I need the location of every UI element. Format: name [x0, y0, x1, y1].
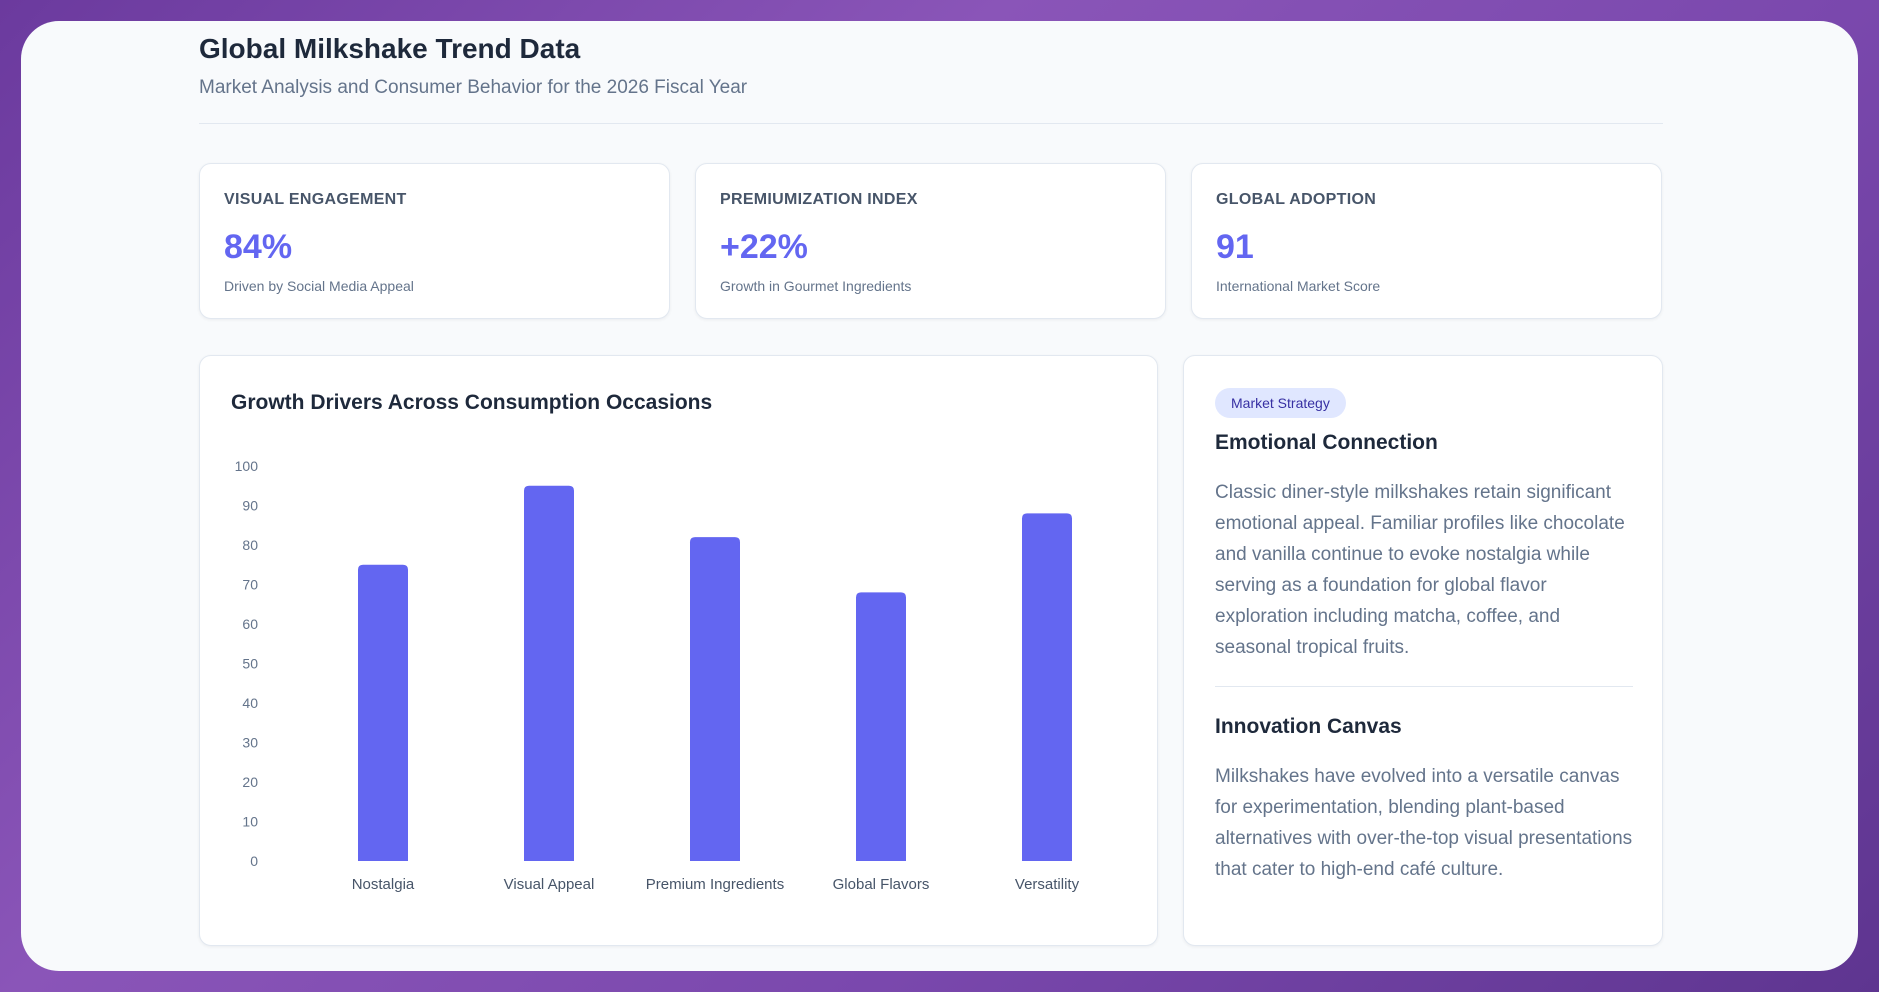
market-strategy-badge: Market Strategy — [1215, 388, 1346, 418]
y-tick-label: 40 — [242, 695, 258, 711]
x-tick-label: Nostalgia — [352, 876, 415, 893]
kpi-value: 91 — [1216, 228, 1254, 266]
section-text: Classic diner-style milkshakes retain si… — [1215, 482, 1625, 658]
x-tick-label: Premium Ingredients — [646, 876, 784, 893]
x-tick-label: Global Flavors — [833, 876, 930, 893]
section-heading: Emotional Connection — [1215, 431, 1438, 454]
y-tick-label: 100 — [235, 458, 259, 474]
bar-global-flavors[interactable] — [856, 592, 906, 861]
kpi-card-visual-engagement: Visual Engagement 84% Driven by Social M… — [199, 163, 670, 319]
header-divider — [199, 123, 1663, 124]
bar-chart: 0 10 20 30 40 50 60 70 80 90 100 Nostalgia Visual Ap… — [235, 458, 1080, 893]
kpi-label: Global Adoption — [1216, 191, 1377, 208]
strategy-panel: Market Strategy Emotional Connection Cla… — [1183, 355, 1663, 946]
bar-nostalgia[interactable] — [358, 564, 408, 861]
kpi-card-global-adoption: Global Adoption 91 International Market … — [1191, 163, 1662, 319]
kpi-label: Premiumization Index — [720, 191, 918, 208]
section-text: Milkshakes have evolved into a versatile… — [1215, 766, 1633, 880]
y-tick-label: 60 — [242, 616, 258, 632]
kpi-value: +22% — [720, 228, 808, 266]
y-tick-label: 0 — [250, 853, 258, 869]
page-subtitle: Market Analysis and Consumer Behavior fo… — [199, 77, 748, 98]
x-tick-label: Visual Appeal — [504, 876, 595, 893]
y-tick-label: 70 — [242, 577, 258, 593]
dashboard-frame: Global Milkshake Trend Data Market Analy… — [21, 21, 1858, 971]
bar-versatility[interactable] — [1022, 513, 1072, 861]
chart-title: Growth Drivers Across Consumption Occasi… — [231, 391, 713, 414]
y-tick-label: 20 — [242, 774, 258, 790]
y-tick-label: 80 — [242, 537, 258, 553]
y-tick-label: 50 — [242, 656, 258, 672]
dashboard-content: Global Milkshake Trend Data Market Analy… — [199, 21, 1663, 971]
x-tick-label: Versatility — [1015, 876, 1080, 893]
page-title: Global Milkshake Trend Data — [199, 33, 581, 64]
bar-visual-appeal[interactable] — [524, 485, 574, 861]
kpi-note: Driven by Social Media Appeal — [224, 278, 414, 294]
kpi-label: Visual Engagement — [224, 191, 407, 208]
y-tick-label: 30 — [242, 735, 258, 751]
kpi-note: Growth in Gourmet Ingredients — [720, 278, 912, 294]
kpi-card-premiumization-index: Premiumization Index +22% Growth in Gour… — [695, 163, 1166, 319]
section-divider — [1215, 686, 1633, 687]
chart-card: Growth Drivers Across Consumption Occasi… — [199, 355, 1158, 946]
kpi-note: International Market Score — [1216, 278, 1381, 294]
y-tick-label: 10 — [242, 814, 258, 830]
y-tick-label: 90 — [242, 498, 258, 514]
bar-premium-ingredients[interactable] — [690, 537, 740, 861]
kpi-value: 84% — [224, 228, 293, 266]
section-heading: Innovation Canvas — [1215, 715, 1402, 738]
